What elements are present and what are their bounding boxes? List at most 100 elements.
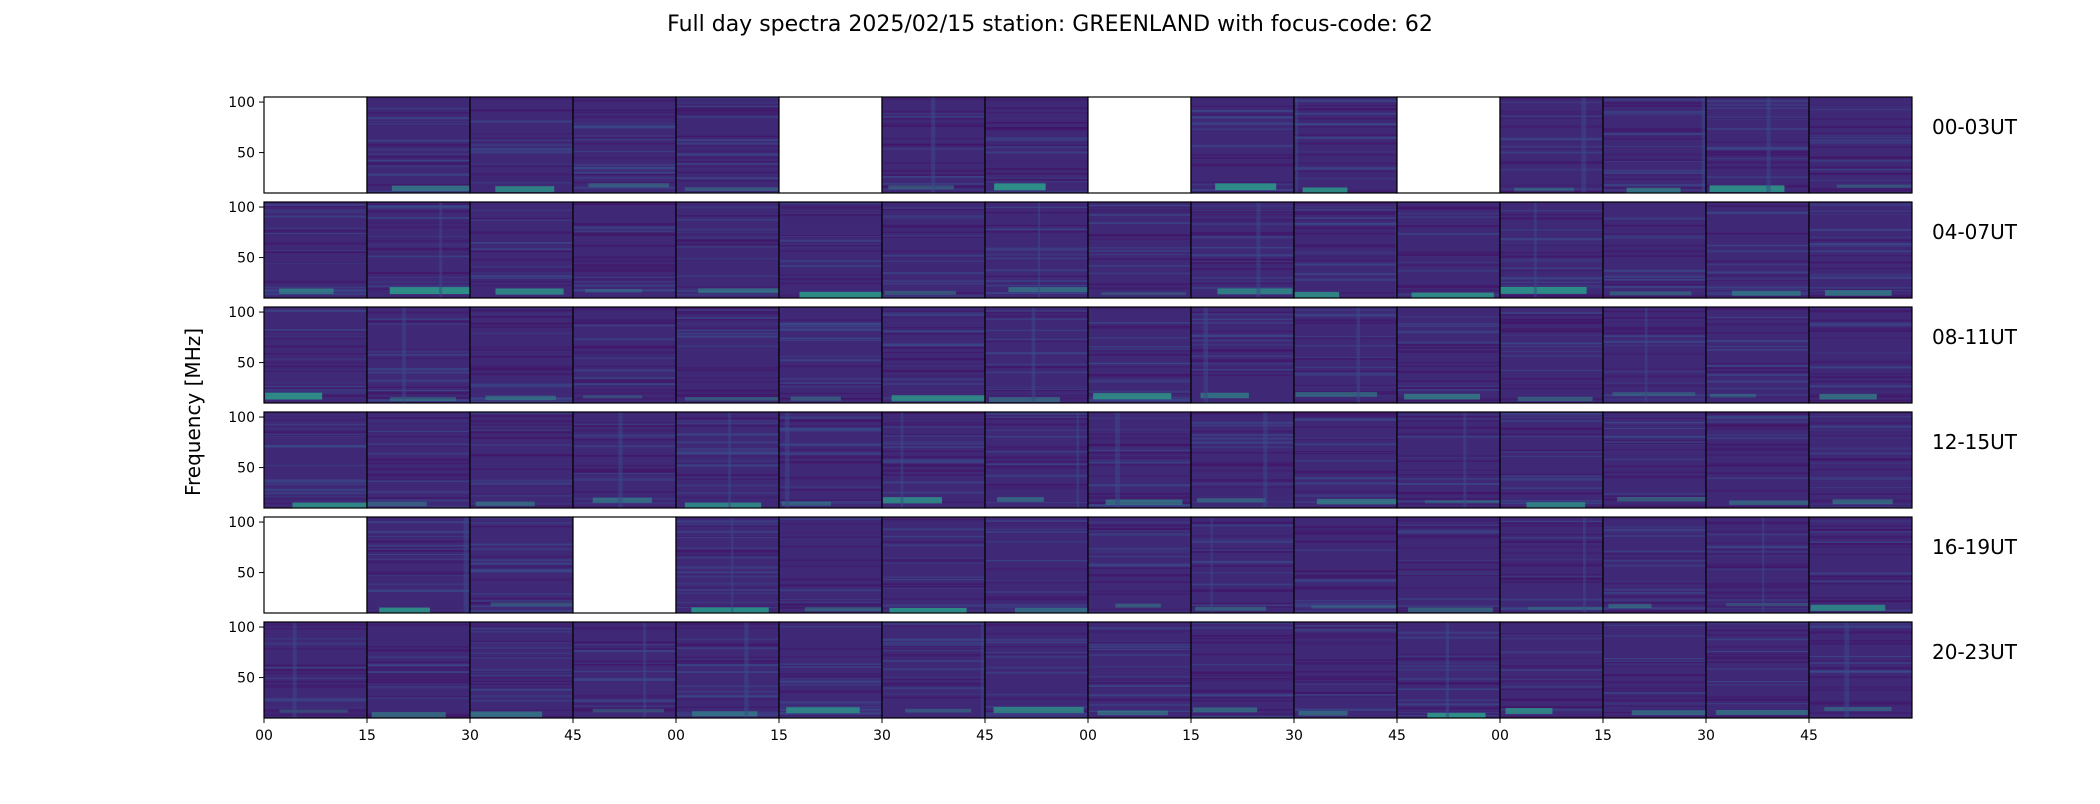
spectrum-bg	[470, 622, 573, 718]
spectrum-bg	[1294, 622, 1397, 718]
spectrum-panel	[1397, 307, 1500, 403]
x-tick-label: 45	[1388, 728, 1406, 744]
spectrum-bg	[1809, 97, 1912, 193]
empty-panel	[264, 97, 367, 193]
spectrum-bg	[882, 517, 985, 613]
panel-frame	[1808, 411, 1913, 509]
y-tick-label: 100	[228, 620, 255, 636]
spectrum-panel	[573, 412, 676, 508]
row-label: 04-07UT	[1932, 220, 2018, 244]
spectrum-panel	[882, 622, 985, 718]
spectrum-panel	[1397, 202, 1500, 298]
spectrum-panel	[1500, 412, 1603, 508]
spectrum-panel	[676, 307, 788, 403]
y-axis-label: Frequency [MHz]	[181, 327, 205, 497]
spectrum-panel	[264, 622, 367, 718]
y-tick-label: 50	[237, 356, 255, 372]
spectrum-panel	[470, 202, 573, 298]
spectrum-panel	[985, 307, 1088, 403]
spectrum-panel	[573, 97, 676, 193]
spectrum-bg	[676, 622, 779, 718]
spectrum-panel	[676, 97, 779, 193]
spectrum-panel	[1809, 622, 1912, 718]
spectrum-bg	[1500, 202, 1603, 298]
y-tick-label: 50	[237, 146, 255, 162]
spectrum-bg	[1809, 202, 1912, 298]
spectrum-panel	[1603, 622, 1735, 718]
spectrum-bg	[1088, 622, 1191, 718]
spectra-row-12-15UT: 50 100 12-15UT	[228, 410, 2018, 509]
spectrum-panel	[1500, 622, 1603, 718]
spectrum-panel	[264, 307, 367, 403]
spectrum-panel	[1397, 412, 1520, 508]
empty-panel	[1397, 97, 1500, 193]
spectrum-panel	[1809, 97, 1912, 193]
spectrum-panel	[573, 202, 676, 298]
spectrum-bg	[1397, 202, 1500, 298]
spectrum-panel	[573, 307, 676, 403]
spectrum-panel	[676, 412, 779, 508]
x-tick-label: 30	[1285, 728, 1303, 744]
spectrum-panel	[1191, 202, 1294, 298]
spectrum-panel	[882, 412, 985, 508]
y-tick-label: 50	[237, 461, 255, 477]
spectrum-panel	[1397, 517, 1500, 613]
empty-panel	[573, 517, 676, 613]
spectrum-panel	[1191, 412, 1294, 508]
x-tick-label: 45	[976, 728, 994, 744]
row-label: 00-03UT	[1932, 115, 2018, 139]
spectrum-panel	[1706, 412, 1831, 508]
spectrum-panel	[1294, 412, 1418, 508]
spectrum-panel	[1397, 97, 1500, 193]
spectrum-panel	[1294, 307, 1397, 403]
spectrum-panel	[470, 307, 573, 403]
y-tick-label: 50	[237, 566, 255, 582]
spectrum-panel	[1500, 307, 1603, 403]
spectrum-panel	[985, 412, 1088, 508]
spectrum-bg	[779, 307, 882, 403]
y-tick-label: 50	[237, 251, 255, 267]
panel-frame	[1808, 96, 1913, 194]
spectrum-panel	[985, 622, 1088, 718]
spectra-row-08-11UT: 50 100 08-11UT	[228, 305, 2018, 404]
spectrum-panel	[1191, 307, 1294, 403]
spectrum-bg	[1603, 307, 1706, 403]
spectrum-bg	[1397, 307, 1500, 403]
spectrum-panel	[1191, 622, 1294, 718]
spectrum-panel	[882, 97, 985, 193]
x-tick-label: 45	[564, 728, 582, 744]
spectrum-panel	[985, 97, 1088, 193]
empty-panel	[779, 97, 882, 193]
panel-frame	[1808, 621, 1913, 719]
spectrum-panel	[1500, 97, 1603, 193]
y-tick-label: 100	[228, 200, 255, 216]
spectrum-panel	[1294, 517, 1398, 613]
spectrum-bg	[1706, 517, 1809, 613]
x-tick-label: 00	[1079, 728, 1097, 744]
x-tick-label: 00	[255, 728, 273, 744]
spectrum-panel	[367, 622, 470, 718]
spectrum-panel	[367, 97, 476, 193]
spectrum-bg	[1191, 517, 1294, 613]
spectrum-bg	[985, 412, 1088, 508]
empty-panel	[264, 517, 367, 613]
spectrum-panel	[1603, 412, 1719, 508]
spectrum-bg	[1088, 202, 1191, 298]
spectrum-panel	[1088, 202, 1191, 298]
spectrum-panel	[779, 517, 902, 613]
spectrum-bg	[1088, 412, 1191, 508]
spectrum-panel	[367, 202, 492, 298]
spectrum-panel	[882, 517, 985, 613]
spectrum-bg	[1706, 202, 1809, 298]
spectrum-bg	[882, 202, 985, 298]
spectrum-bg	[470, 412, 573, 508]
x-tick-label: 30	[873, 728, 891, 744]
spectrum-bg	[470, 517, 573, 613]
spectrum-panel	[573, 517, 676, 613]
spectrum-panel	[1809, 202, 1912, 298]
spectrum-panel	[779, 622, 882, 718]
spectrum-panel	[676, 517, 779, 613]
row-label: 08-11UT	[1932, 325, 2018, 349]
spectrum-bg	[985, 622, 1088, 718]
